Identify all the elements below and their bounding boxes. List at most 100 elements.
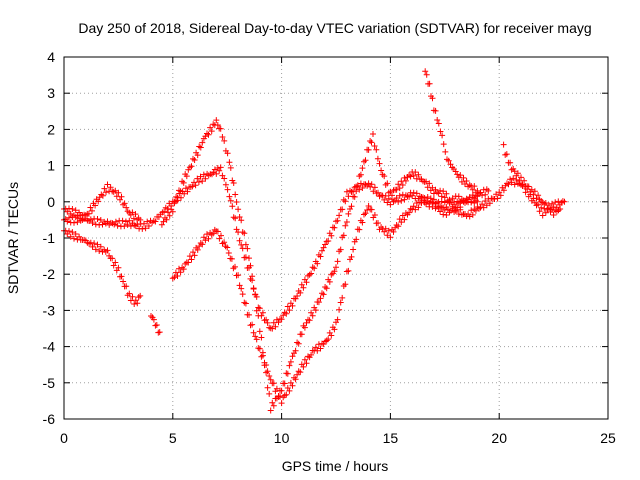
data-point <box>361 158 367 165</box>
data-point <box>113 193 120 200</box>
data-point <box>393 195 400 201</box>
chart-title: Day 250 of 2018, Sidereal Day-to-day VTE… <box>78 20 591 36</box>
data-point <box>423 178 430 185</box>
data-point <box>118 273 125 280</box>
data-point <box>455 193 462 200</box>
series-track-a <box>61 164 492 332</box>
data-point <box>197 144 204 151</box>
data-point <box>312 307 319 314</box>
data-point <box>194 246 201 253</box>
x-tick-label: 0 <box>60 430 68 446</box>
data-point <box>362 210 369 217</box>
data-point <box>451 209 458 215</box>
data-point <box>469 186 476 193</box>
data-point <box>74 219 81 226</box>
data-point <box>188 163 195 170</box>
data-point <box>375 220 381 226</box>
data-point <box>286 362 293 369</box>
data-point <box>348 253 355 260</box>
data-point <box>340 196 347 203</box>
data-point <box>76 233 83 240</box>
data-point <box>326 278 333 285</box>
data-point <box>115 189 122 196</box>
data-point <box>95 198 102 205</box>
data-point <box>494 195 501 202</box>
data-point <box>389 192 395 199</box>
data-point <box>205 235 212 242</box>
data-point <box>123 204 130 211</box>
data-point <box>443 190 450 197</box>
data-point <box>289 353 296 360</box>
data-point <box>336 212 343 219</box>
data-point <box>368 139 375 146</box>
data-point <box>549 200 555 207</box>
data-point <box>301 324 308 331</box>
data-point <box>441 207 448 213</box>
data-point <box>66 214 72 221</box>
data-point <box>294 293 301 299</box>
data-point <box>120 278 127 285</box>
data-point <box>194 175 201 182</box>
data-point <box>283 310 290 317</box>
data-point <box>401 216 408 223</box>
data-point <box>249 273 256 280</box>
data-point <box>259 309 266 316</box>
data-point <box>221 239 228 246</box>
data-point <box>269 399 276 406</box>
data-point <box>263 316 270 323</box>
data-point <box>255 345 262 352</box>
data-point <box>442 148 449 155</box>
data-point <box>71 219 77 226</box>
data-point <box>306 317 313 324</box>
data-point <box>87 216 94 223</box>
data-point <box>258 353 265 360</box>
data-point <box>219 134 226 140</box>
data-point <box>393 186 400 193</box>
data-point <box>85 210 92 217</box>
data-point <box>449 205 456 212</box>
data-point <box>112 259 119 266</box>
data-point <box>256 345 263 352</box>
data-point <box>458 178 465 185</box>
data-point <box>399 212 406 219</box>
data-point <box>252 291 259 298</box>
data-point <box>542 209 549 216</box>
data-point <box>535 201 542 208</box>
data-point <box>434 117 441 123</box>
data-point <box>135 294 142 301</box>
data-point <box>354 183 361 190</box>
data-point <box>214 165 221 171</box>
data-point <box>228 255 235 262</box>
data-point <box>92 202 99 209</box>
data-point <box>308 270 315 277</box>
data-point <box>247 262 254 269</box>
data-point <box>163 216 170 223</box>
data-point <box>514 170 521 177</box>
data-point <box>345 267 352 274</box>
data-point <box>181 190 188 197</box>
data-point <box>94 216 101 222</box>
data-point <box>511 168 518 175</box>
data-point <box>104 247 111 254</box>
data-point <box>545 202 552 209</box>
data-point <box>497 192 504 199</box>
data-point <box>399 182 406 188</box>
y-tick-label: -5 <box>43 375 56 391</box>
data-point <box>236 214 243 220</box>
data-point <box>191 252 198 259</box>
data-point <box>381 228 388 235</box>
data-point <box>368 206 375 213</box>
data-point <box>334 217 341 224</box>
data-point <box>519 181 526 188</box>
data-point <box>131 301 138 307</box>
data-point <box>281 380 288 387</box>
data-point <box>69 206 76 212</box>
data-point <box>439 132 446 139</box>
data-point <box>96 248 103 254</box>
data-point <box>328 332 335 339</box>
data-point <box>315 299 322 306</box>
data-point <box>331 268 338 275</box>
data-point <box>171 274 178 281</box>
y-tick-label: -2 <box>43 266 56 282</box>
data-point <box>184 188 191 195</box>
